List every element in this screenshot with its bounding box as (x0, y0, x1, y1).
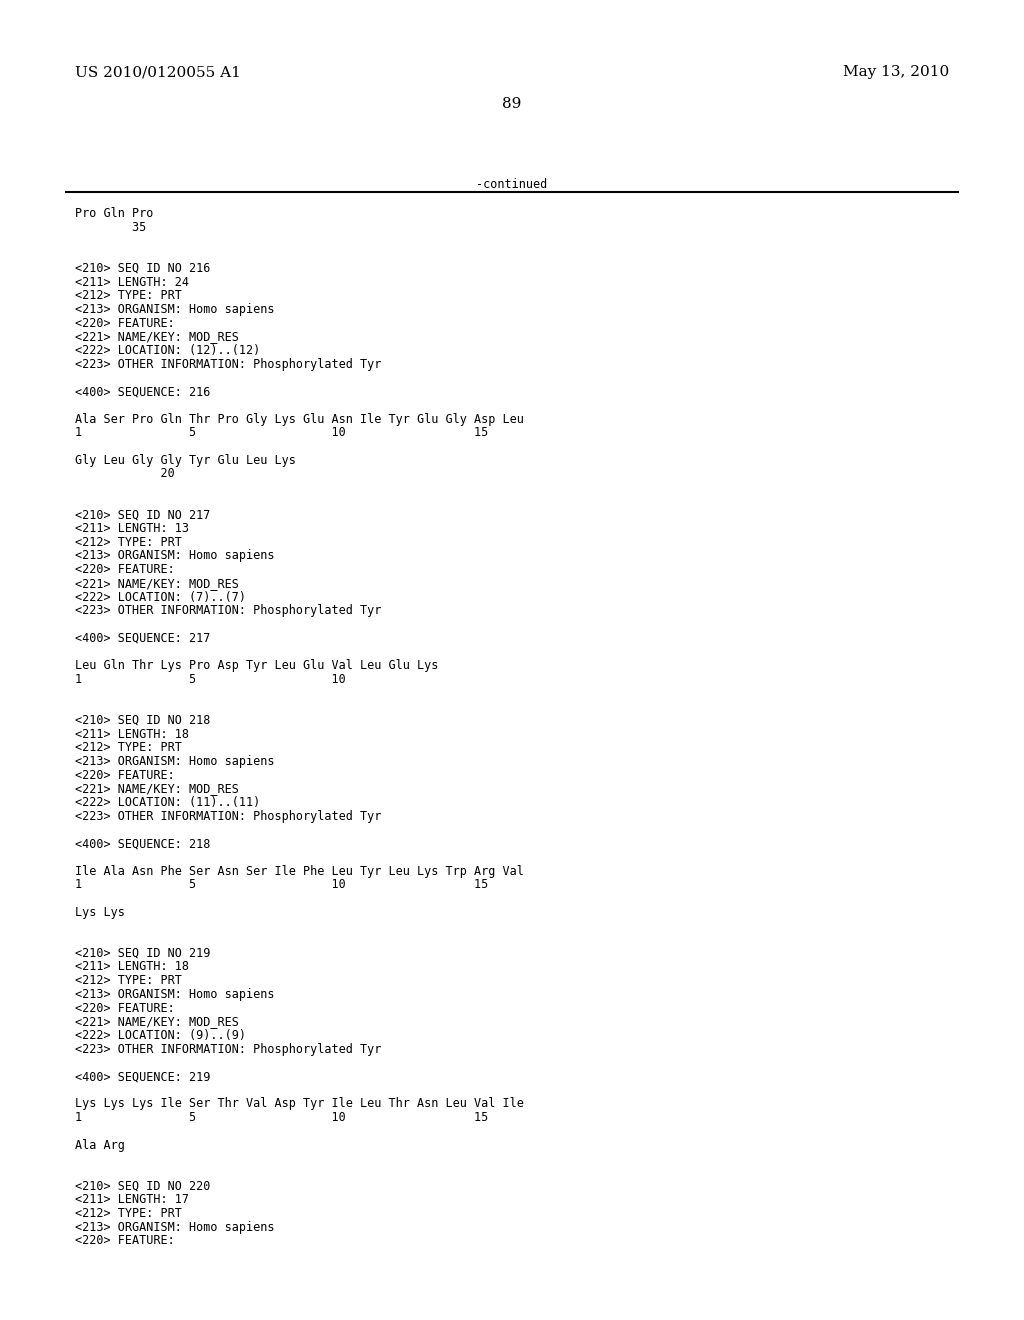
Text: <223> OTHER INFORMATION: Phosphorylated Tyr: <223> OTHER INFORMATION: Phosphorylated … (75, 605, 381, 618)
Text: Leu Gln Thr Lys Pro Asp Tyr Leu Glu Val Leu Glu Lys: Leu Gln Thr Lys Pro Asp Tyr Leu Glu Val … (75, 659, 438, 672)
Text: <212> TYPE: PRT: <212> TYPE: PRT (75, 974, 182, 987)
Text: Lys Lys Lys Ile Ser Thr Val Asp Tyr Ile Leu Thr Asn Leu Val Ile: Lys Lys Lys Ile Ser Thr Val Asp Tyr Ile … (75, 1097, 524, 1110)
Text: <213> ORGANISM: Homo sapiens: <213> ORGANISM: Homo sapiens (75, 1221, 274, 1234)
Text: <210> SEQ ID NO 217: <210> SEQ ID NO 217 (75, 508, 210, 521)
Text: <221> NAME/KEY: MOD_RES: <221> NAME/KEY: MOD_RES (75, 577, 239, 590)
Text: <400> SEQUENCE: 218: <400> SEQUENCE: 218 (75, 837, 210, 850)
Text: <212> TYPE: PRT: <212> TYPE: PRT (75, 742, 182, 754)
Text: <213> ORGANISM: Homo sapiens: <213> ORGANISM: Homo sapiens (75, 549, 274, 562)
Text: <212> TYPE: PRT: <212> TYPE: PRT (75, 289, 182, 302)
Text: <212> TYPE: PRT: <212> TYPE: PRT (75, 1206, 182, 1220)
Text: <212> TYPE: PRT: <212> TYPE: PRT (75, 536, 182, 549)
Text: <221> NAME/KEY: MOD_RES: <221> NAME/KEY: MOD_RES (75, 1015, 239, 1028)
Text: <222> LOCATION: (7)..(7): <222> LOCATION: (7)..(7) (75, 590, 246, 603)
Text: Lys Lys: Lys Lys (75, 906, 125, 919)
Text: 1               5                   10                  15: 1 5 10 15 (75, 1111, 488, 1125)
Text: <220> FEATURE:: <220> FEATURE: (75, 768, 175, 781)
Text: <220> FEATURE:: <220> FEATURE: (75, 317, 175, 330)
Text: <223> OTHER INFORMATION: Phosphorylated Tyr: <223> OTHER INFORMATION: Phosphorylated … (75, 809, 381, 822)
Text: <400> SEQUENCE: 217: <400> SEQUENCE: 217 (75, 632, 210, 644)
Text: <223> OTHER INFORMATION: Phosphorylated Tyr: <223> OTHER INFORMATION: Phosphorylated … (75, 1043, 381, 1056)
Text: <211> LENGTH: 17: <211> LENGTH: 17 (75, 1193, 189, 1206)
Text: 1               5                   10                  15: 1 5 10 15 (75, 878, 488, 891)
Text: 20: 20 (75, 467, 175, 480)
Text: <221> NAME/KEY: MOD_RES: <221> NAME/KEY: MOD_RES (75, 330, 239, 343)
Text: Pro Gln Pro: Pro Gln Pro (75, 207, 154, 220)
Text: <211> LENGTH: 18: <211> LENGTH: 18 (75, 961, 189, 974)
Text: -continued: -continued (476, 178, 548, 191)
Text: <210> SEQ ID NO 220: <210> SEQ ID NO 220 (75, 1180, 210, 1193)
Text: <210> SEQ ID NO 219: <210> SEQ ID NO 219 (75, 946, 210, 960)
Text: <211> LENGTH: 13: <211> LENGTH: 13 (75, 523, 189, 535)
Text: <222> LOCATION: (12)..(12): <222> LOCATION: (12)..(12) (75, 345, 260, 356)
Text: <223> OTHER INFORMATION: Phosphorylated Tyr: <223> OTHER INFORMATION: Phosphorylated … (75, 358, 381, 371)
Text: <210> SEQ ID NO 216: <210> SEQ ID NO 216 (75, 261, 210, 275)
Text: Ile Ala Asn Phe Ser Asn Ser Ile Phe Leu Tyr Leu Lys Trp Arg Val: Ile Ala Asn Phe Ser Asn Ser Ile Phe Leu … (75, 865, 524, 878)
Text: <213> ORGANISM: Homo sapiens: <213> ORGANISM: Homo sapiens (75, 987, 274, 1001)
Text: <213> ORGANISM: Homo sapiens: <213> ORGANISM: Homo sapiens (75, 755, 274, 768)
Text: 1               5                   10                  15: 1 5 10 15 (75, 426, 488, 440)
Text: <211> LENGTH: 24: <211> LENGTH: 24 (75, 276, 189, 289)
Text: US 2010/0120055 A1: US 2010/0120055 A1 (75, 65, 241, 79)
Text: <222> LOCATION: (9)..(9): <222> LOCATION: (9)..(9) (75, 1030, 246, 1041)
Text: 1               5                   10: 1 5 10 (75, 673, 346, 686)
Text: May 13, 2010: May 13, 2010 (843, 65, 949, 79)
Text: 35: 35 (75, 220, 146, 234)
Text: <221> NAME/KEY: MOD_RES: <221> NAME/KEY: MOD_RES (75, 783, 239, 796)
Text: <211> LENGTH: 18: <211> LENGTH: 18 (75, 727, 189, 741)
Text: <400> SEQUENCE: 219: <400> SEQUENCE: 219 (75, 1071, 210, 1084)
Text: Ala Ser Pro Gln Thr Pro Gly Lys Glu Asn Ile Tyr Glu Gly Asp Leu: Ala Ser Pro Gln Thr Pro Gly Lys Glu Asn … (75, 412, 524, 425)
Text: <213> ORGANISM: Homo sapiens: <213> ORGANISM: Homo sapiens (75, 302, 274, 315)
Text: <210> SEQ ID NO 218: <210> SEQ ID NO 218 (75, 714, 210, 727)
Text: 89: 89 (503, 96, 521, 111)
Text: <220> FEATURE:: <220> FEATURE: (75, 1002, 175, 1015)
Text: <220> FEATURE:: <220> FEATURE: (75, 1234, 175, 1247)
Text: Ala Arg: Ala Arg (75, 1139, 125, 1151)
Text: <222> LOCATION: (11)..(11): <222> LOCATION: (11)..(11) (75, 796, 260, 809)
Text: <220> FEATURE:: <220> FEATURE: (75, 564, 175, 577)
Text: <400> SEQUENCE: 216: <400> SEQUENCE: 216 (75, 385, 210, 399)
Text: Gly Leu Gly Gly Tyr Glu Leu Lys: Gly Leu Gly Gly Tyr Glu Leu Lys (75, 454, 296, 466)
